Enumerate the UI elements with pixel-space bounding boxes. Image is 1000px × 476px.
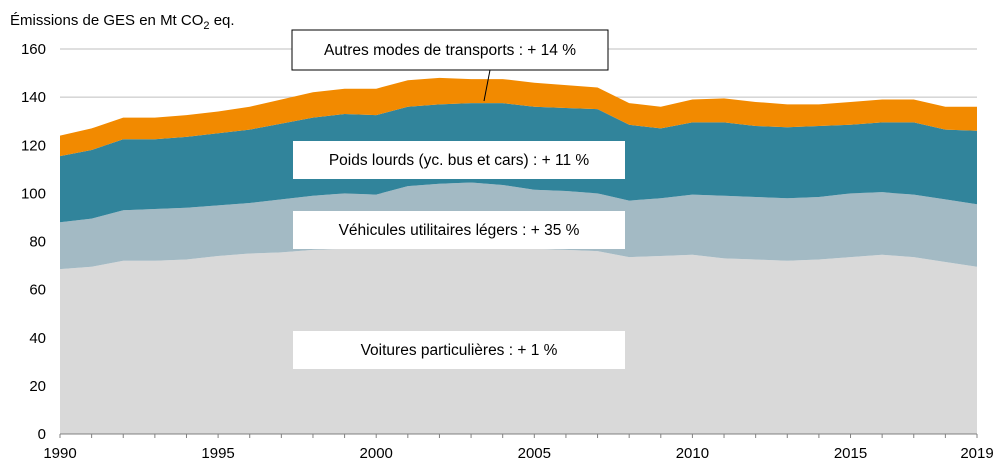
label-leader-line xyxy=(483,69,491,102)
series-labels: Voitures particulières : + 1 % Véhicules … xyxy=(291,29,625,369)
series-label-2: Véhicules utilitaires légers : + 35 % xyxy=(339,222,580,239)
series-label-3: Poids lourds (yc. bus et cars) : + 11 % xyxy=(329,152,590,169)
y-tick-label: 0 xyxy=(38,426,46,443)
y-tick-label: 80 xyxy=(29,234,46,251)
x-tick-label: 2015 xyxy=(834,445,867,462)
series-label-1: Voitures particulières : + 1 % xyxy=(361,342,558,359)
y-tick-label: 100 xyxy=(21,185,46,202)
y-tick-label: 120 xyxy=(21,137,46,154)
x-tick-label: 1990 xyxy=(43,445,76,462)
area-series-4 xyxy=(60,77,977,157)
x-tick-label: 2019 xyxy=(960,445,993,462)
y-tick-label: 20 xyxy=(29,378,46,395)
y-axis-title: Émissions de GES en Mt CO2 eq. xyxy=(10,12,235,32)
y-tick-label: 40 xyxy=(29,330,46,347)
series-label-box-4 xyxy=(291,29,609,71)
axes: 0 20 40 60 80 100 120 140 160 1990 1995 2000 2005 201… xyxy=(21,41,994,462)
x-tick-label: 1995 xyxy=(201,445,234,462)
x-tick-label: 2010 xyxy=(676,445,709,462)
y-tick-label: 60 xyxy=(29,282,46,299)
y-tick-label: 140 xyxy=(21,89,46,106)
x-tick-label: 2000 xyxy=(360,445,393,462)
area-series-group xyxy=(60,77,977,434)
series-label-4: Autres modes de transports : + 14 % xyxy=(324,42,576,59)
series-label-box-1 xyxy=(293,331,625,369)
y-tick-label: 160 xyxy=(21,41,46,58)
series-label-box-2 xyxy=(293,211,625,249)
series-label-box-3 xyxy=(293,141,625,179)
x-tick-label: 2005 xyxy=(518,445,551,462)
y-axis-title-subscript: 2 xyxy=(203,20,209,32)
y-axis-title-prefix: Émissions de GES en Mt CO xyxy=(10,12,203,29)
y-axis-title-suffix: eq. xyxy=(210,12,235,29)
